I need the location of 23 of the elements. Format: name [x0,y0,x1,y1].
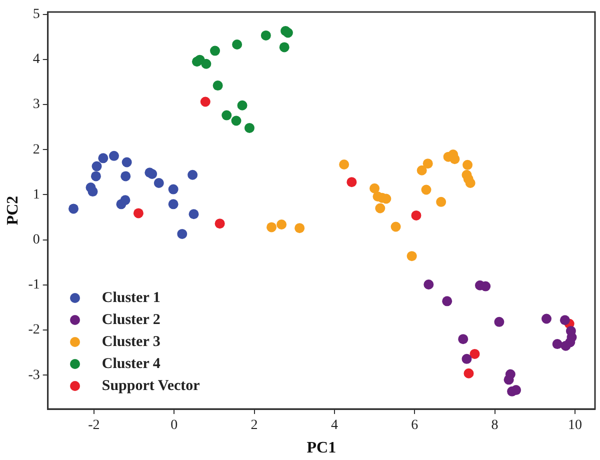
x-axis-title: PC1 [306,440,336,457]
y-tick-label: 1 [32,187,40,202]
y-tick-label: 3 [32,97,40,112]
legend-label: Cluster 1 [102,290,160,306]
legend-label: Cluster 2 [102,312,160,328]
y-tick-label: -3 [28,368,40,383]
y-tick-label: 2 [32,142,40,158]
y-tick-label: 0 [32,232,40,248]
y-tick-label: 5 [32,6,40,22]
x-tick-label: 0 [170,418,178,434]
x-tick-label: 2 [250,418,258,434]
legend-label: Cluster 3 [102,334,160,350]
x-tick-label: -2 [88,418,100,434]
legend-label: Cluster 4 [102,356,160,372]
x-tick-label: 6 [411,418,418,434]
y-tick-label: -1 [28,278,40,293]
x-tick-label: 8 [491,418,498,434]
legend-label: Support Vector [102,378,200,394]
x-tick-label: 4 [330,418,338,434]
y-tick-label: -2 [28,322,40,338]
x-tick-label: 10 [568,418,582,434]
y-tick-label: 4 [32,52,40,68]
y-axis-title: PC2 [4,196,22,226]
